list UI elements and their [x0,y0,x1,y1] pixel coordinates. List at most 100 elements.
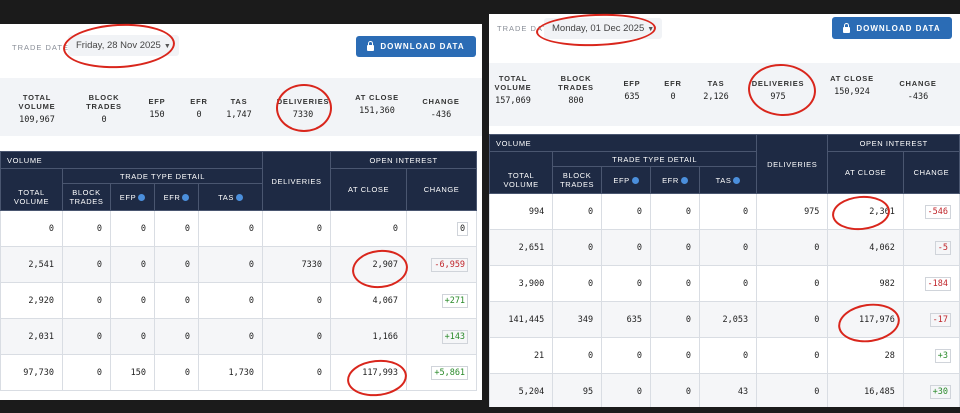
cell-at-close: 4,062 [827,229,904,266]
summary-efr: EFR 0 [190,97,208,120]
trade-date-select[interactable]: Monday, 01 Dec 2025 ▼ [544,18,663,39]
cell-deliveries: 0 [756,337,829,374]
cell-total-volume: 0 [0,210,63,247]
cell-tas: 0 [698,193,758,230]
cell-deliveries: 0 [756,265,829,302]
info-icon[interactable] [235,194,243,202]
summary-deliveries: DELIVERIES 7330 [276,97,330,120]
cell-change: -5 [902,229,960,266]
cell-total-volume: 5,204 [489,373,554,407]
table-row: 2,031 0 0 0 0 0 1,166 +143 [0,318,478,355]
cell-efr: 0 [650,373,700,407]
cell-efp: 0 [110,210,155,247]
col-header-change[interactable]: CHANGE [406,168,478,211]
col-header-total-volume[interactable]: TOTAL VOLUME [489,166,554,194]
col-header-tas[interactable]: TAS [698,166,758,194]
summary-efr: EFR 0 [664,79,682,102]
cell-efr: 0 [650,301,700,338]
download-data-label: DOWNLOAD DATA [856,23,941,33]
cell-block-trades: 95 [552,373,603,407]
cell-deliveries: 0 [756,301,829,338]
table-row: 2,920 0 0 0 0 0 4,067 +271 [0,282,478,319]
info-icon[interactable] [631,177,639,185]
summary-tas: TAS 2,126 [703,79,729,102]
info-icon[interactable] [182,194,190,202]
col-header-efr[interactable]: EFR [650,166,700,194]
cell-efr: 0 [650,193,700,230]
lock-icon [843,22,851,33]
cell-efp: 0 [601,229,652,266]
table-row: 97,730 0 150 0 1,730 0 117,993 +5,861 [0,354,478,391]
right-panel: TRADE DATE Monday, 01 Dec 2025 ▼ DOWNLOAD… [489,14,960,407]
col-header-at-close[interactable]: AT CLOSE [330,168,408,211]
group-header-volume: VOLUME [0,151,264,169]
cell-tas: 0 [197,246,264,283]
summary-bar: TOTAL VOLUME 109,967 BLOCK TRADES 0 EFP … [0,78,482,136]
col-header-total-volume[interactable]: TOTAL VOLUME [0,183,63,211]
cell-at-close: 117,993 [330,354,408,391]
cell-tas: 0 [197,318,264,355]
cell-total-volume: 21 [489,337,554,374]
group-header-trade-type: TRADE TYPE DETAIL [552,151,758,167]
cell-efp: 0 [601,337,652,374]
cell-at-close: 4,067 [330,282,408,319]
cell-efr: 0 [650,229,700,266]
data-table: VOLUME DELIVERIES OPEN INTEREST TRADE TY… [489,134,960,407]
cell-efr: 0 [154,210,199,247]
col-header-tas[interactable]: TAS [197,183,264,211]
cell-tas: 2,053 [698,301,758,338]
group-header-open-interest: OPEN INTEREST [330,151,478,169]
trade-date-value: Monday, 01 Dec 2025 [552,23,645,34]
cell-total-volume: 2,031 [0,318,63,355]
summary-tas: TAS 1,747 [226,97,252,120]
cell-at-close: 1,166 [330,318,408,355]
col-header-efp[interactable]: EFP [601,166,652,194]
download-data-button[interactable]: DOWNLOAD DATA [356,36,476,57]
table-row: 21 0 0 0 0 0 28 +3 [489,337,960,374]
cell-block-trades: 349 [552,301,603,338]
cell-efr: 0 [154,354,199,391]
cell-total-volume: 3,900 [489,265,554,302]
cell-at-close: 0 [330,210,408,247]
cell-change: +5,861 [406,354,478,391]
cell-block-trades: 0 [62,282,111,319]
cell-deliveries: 7330 [262,246,332,283]
col-header-efp[interactable]: EFP [110,183,155,211]
table-row: 3,900 0 0 0 0 0 982 -184 [489,265,960,302]
trade-date-value: Friday, 28 Nov 2025 [76,40,161,51]
cell-total-volume: 2,541 [0,246,63,283]
cell-efp: 150 [110,354,155,391]
cell-at-close: 2,907 [330,246,408,283]
col-header-block-trades[interactable]: BLOCK TRADES [552,166,603,194]
cell-tas: 0 [197,210,264,247]
summary-change: CHANGE -436 [899,79,937,102]
info-icon[interactable] [680,177,688,185]
download-data-button[interactable]: DOWNLOAD DATA [832,17,952,39]
summary-block-trades: BLOCK TRADES 0 [86,93,122,125]
cell-deliveries: 0 [262,318,332,355]
cell-efp: 0 [110,246,155,283]
table-body: 994 0 0 0 0 975 2,361 -546 2,651 0 0 0 0 0 4,062 -5 3,90… [489,193,960,407]
cell-efp: 0 [110,282,155,319]
cell-block-trades: 0 [62,210,111,247]
col-header-deliveries: DELIVERIES [756,134,829,194]
cell-deliveries: 0 [262,354,332,391]
cell-total-volume: 2,920 [0,282,63,319]
trade-date-select[interactable]: Friday, 28 Nov 2025 ▼ [68,35,179,56]
col-header-at-close[interactable]: AT CLOSE [827,151,904,194]
cell-efr: 0 [154,246,199,283]
col-header-block-trades[interactable]: BLOCK TRADES [62,183,111,211]
cell-efp: 635 [601,301,652,338]
info-icon[interactable] [138,194,146,202]
summary-deliveries: DELIVERIES 975 [751,79,805,102]
info-icon[interactable] [733,177,741,185]
col-header-efr[interactable]: EFR [154,183,199,211]
summary-efp: EFP 150 [148,97,166,120]
col-header-change[interactable]: CHANGE [902,151,960,194]
cell-deliveries: 975 [756,193,829,230]
cell-deliveries: 0 [756,373,829,407]
group-header-open-interest: OPEN INTEREST [827,134,960,152]
cell-tas: 0 [698,229,758,266]
group-header-trade-type: TRADE TYPE DETAIL [61,168,264,184]
